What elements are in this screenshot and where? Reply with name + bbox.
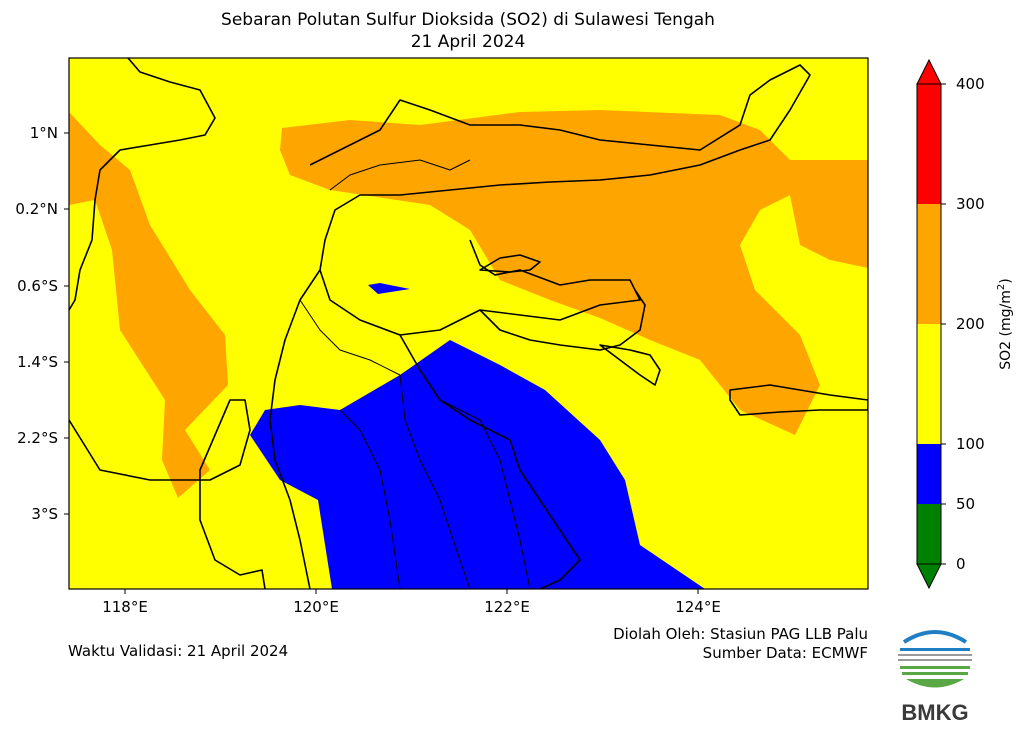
colorbar-tick-300: 300 bbox=[956, 195, 985, 213]
lat-label-06s: 0.6°S bbox=[17, 277, 58, 295]
lat-label-1n: 1°N bbox=[29, 124, 58, 142]
colorbar-label: SO2 (mg/m2) bbox=[996, 278, 1014, 370]
map-frame bbox=[68, 57, 869, 590]
coastline-southeast-arm bbox=[399, 334, 581, 589]
colorbar-band-yellow bbox=[917, 324, 941, 444]
coastline-banggai bbox=[599, 344, 661, 386]
colorbar-tick-50: 50 bbox=[956, 495, 976, 513]
colorbar-band-orange bbox=[917, 204, 941, 324]
lon-label-124e: 124°E bbox=[675, 598, 721, 616]
province-border-3 bbox=[339, 409, 401, 589]
colorbar-band-green bbox=[917, 504, 941, 564]
coastline-togean bbox=[479, 254, 541, 273]
bmkg-logo-text: BMKG bbox=[901, 700, 969, 725]
so2-map bbox=[64, 57, 869, 594]
map-date: 21 April 2024 bbox=[410, 32, 526, 52]
coastline-borneo bbox=[69, 58, 216, 311]
lon-label-120e: 120°E bbox=[293, 598, 339, 616]
coastline-sulawesi-north-arm bbox=[309, 64, 811, 271]
orange-region-north bbox=[280, 110, 868, 435]
colorbar-bottom-arrow bbox=[916, 563, 942, 590]
colorbar bbox=[916, 58, 946, 590]
colorbar-band-blue bbox=[917, 444, 941, 504]
province-border-5 bbox=[439, 399, 531, 589]
colorbar-tick-200: 200 bbox=[956, 315, 985, 333]
orange-region-west bbox=[69, 112, 228, 498]
coastline-borneo-east bbox=[69, 399, 266, 589]
colorbar-tick-100: 100 bbox=[956, 435, 985, 453]
map-title: Sebaran Polutan Sulfur Dioksida (SO2) di… bbox=[221, 10, 715, 30]
lon-label-122e: 122°E bbox=[484, 598, 530, 616]
processed-by: Diolah Oleh: Stasiun PAG LLB Palu bbox=[613, 625, 868, 643]
lat-label-22s: 2.2°S bbox=[17, 429, 58, 447]
validity-time: Waktu Validasi: 21 April 2024 bbox=[68, 642, 289, 660]
lat-label-02n: 0.2°N bbox=[15, 200, 58, 218]
lat-label-14s: 1.4°S bbox=[17, 353, 58, 371]
lon-label-118e: 118°E bbox=[102, 598, 148, 616]
blue-patch-small bbox=[368, 283, 410, 294]
colorbar-band-red bbox=[917, 84, 941, 204]
coastline-east-small bbox=[729, 384, 868, 416]
province-border-2 bbox=[399, 374, 471, 589]
lat-label-3s: 3°S bbox=[31, 505, 58, 523]
province-border-1 bbox=[329, 159, 471, 191]
coastline-east-arm bbox=[479, 289, 646, 351]
colorbar-tick-0: 0 bbox=[956, 555, 966, 573]
coastline-southwest-arm bbox=[269, 269, 321, 589]
province-border-4 bbox=[299, 299, 401, 376]
blue-region-south bbox=[250, 340, 705, 589]
colorbar-top-arrow bbox=[916, 58, 942, 85]
bmkg-logo bbox=[898, 630, 972, 688]
colorbar-tick-400: 400 bbox=[956, 75, 985, 93]
data-source: Sumber Data: ECMWF bbox=[702, 644, 868, 662]
